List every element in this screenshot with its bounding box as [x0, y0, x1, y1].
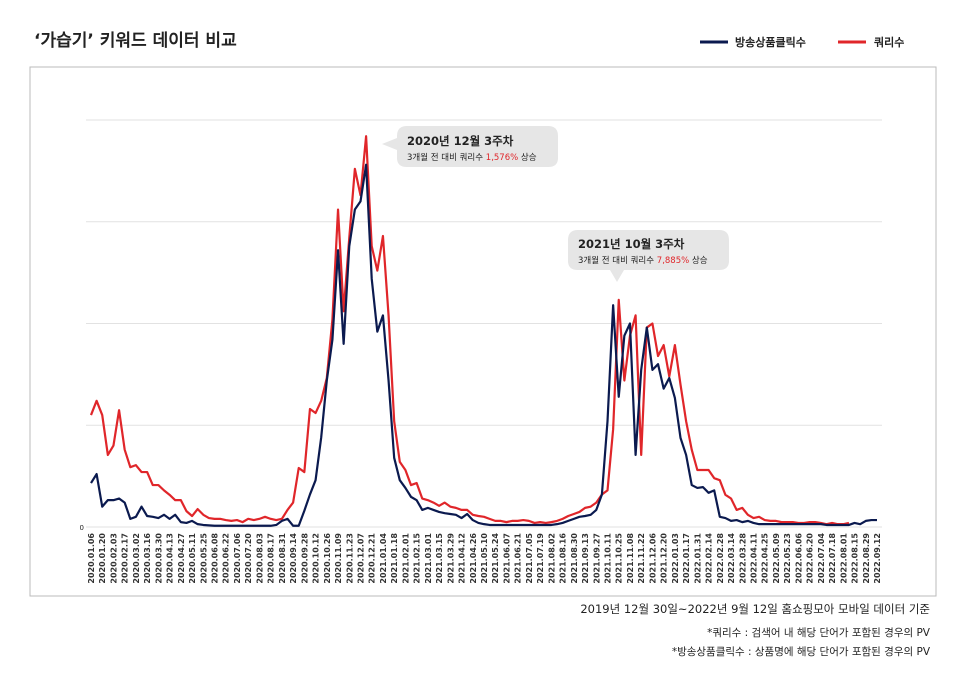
callout-title: 2020년 12월 3주차 [407, 134, 514, 148]
callout-highlight: 1,576% [486, 153, 518, 163]
x-tick-label: 2021.11.22 [637, 533, 646, 584]
x-tick-label: 2021.06.21 [514, 533, 523, 584]
x-tick-label: 2022.06.06 [794, 533, 803, 584]
x-tick-label: 2021.07.05 [525, 533, 534, 584]
x-tick-label: 2022.08.01 [839, 533, 848, 584]
x-tick-label: 2022.04.11 [749, 533, 758, 584]
x-tick-label: 2021.12.20 [660, 533, 669, 584]
x-tick-label: 2020.03.16 [143, 533, 152, 584]
x-tick-label: 2021.09.27 [592, 533, 601, 584]
x-tick-label: 2021.03.29 [446, 533, 455, 584]
x-tick-label: 2021.01.18 [390, 533, 399, 584]
x-tick-label: 2021.08.30 [570, 533, 579, 584]
callout-title: 2021년 10월 3주차 [578, 237, 685, 251]
x-tick-label: 2022.02.28 [716, 533, 725, 584]
x-tick-label: 2022.01.03 [671, 533, 680, 584]
x-tick-label: 2020.04.27 [177, 533, 186, 584]
callout-suffix: 상승 [692, 255, 708, 266]
x-tick-label: 2020.12.21 [368, 533, 377, 584]
x-tick-label: 2021.06.07 [502, 533, 511, 584]
chart-title: ‘가습기’ 키워드 데이터 비교 [34, 31, 237, 51]
x-tick-label: 2020.05.11 [188, 533, 197, 584]
x-tick-label: 2021.04.26 [469, 533, 478, 584]
x-tick-label: 2020.02.03 [109, 533, 118, 584]
callout-box [568, 230, 729, 282]
x-tick-label: 2022.01.31 [693, 533, 702, 584]
x-tick-label: 2022.06.20 [806, 533, 815, 584]
x-tick-label: 2020.10.12 [312, 533, 321, 584]
callout-body: 3개월 전 대비 쿼리수 [578, 255, 654, 266]
callout-suffix: 상승 [521, 152, 537, 163]
x-tick-label: 2022.03.14 [727, 533, 736, 584]
x-tick-label: 2022.08.15 [851, 533, 860, 584]
callout: 2021년 10월 3주차 3개월 전 대비 쿼리수 7,885% 상승 [568, 230, 729, 282]
x-tick-label: 2021.02.15 [413, 533, 422, 584]
x-tick-label: 2021.10.11 [604, 533, 613, 584]
callout-text: 3개월 전 대비 쿼리수 7,885% 상승 [578, 255, 708, 266]
x-tick-label: 2020.01.20 [98, 533, 107, 584]
x-tick-label: 2021.07.19 [536, 533, 545, 584]
x-tick-label: 2021.05.24 [491, 533, 500, 584]
x-tick-label: 2020.07.20 [244, 533, 253, 584]
x-tick-label: 2021.12.06 [648, 533, 657, 584]
x-tick-label: 2021.03.01 [424, 533, 433, 584]
callout-highlight: 7,885% [657, 256, 689, 266]
x-tick-label: 2020.09.28 [300, 533, 309, 584]
callout-text: 3개월 전 대비 쿼리수 1,576% 상승 [407, 152, 537, 163]
x-tick-label: 2021.03.15 [435, 533, 444, 584]
x-tick-label: 2020.02.17 [121, 533, 130, 584]
footnote: *쿼리수 : 검색어 내 해당 단어가 포함된 경우의 PV [707, 626, 931, 639]
x-tick-label: 2020.03.02 [132, 533, 141, 584]
series-line [89, 135, 850, 526]
y-tick-label: 0 [80, 524, 84, 532]
legend-label: 쿼리수 [874, 35, 904, 49]
x-tick-label: 2020.11.23 [345, 533, 354, 584]
x-tick-label: 2022.05.09 [772, 533, 781, 584]
x-tick-label: 2021.11.08 [626, 533, 635, 584]
x-tick-label: 2021.08.02 [547, 533, 556, 584]
x-tick-label: 2020.04.13 [166, 533, 175, 584]
x-tick-label: 2020.08.31 [278, 533, 287, 584]
x-tick-label: 2021.10.25 [615, 533, 624, 584]
x-tick-label: 2020.12.07 [356, 533, 365, 584]
callout-box [382, 126, 558, 167]
x-tick-label: 2020.11.09 [334, 533, 343, 584]
x-tick-label: 2022.01.17 [682, 533, 691, 584]
x-tick-label: 2020.01.06 [87, 533, 96, 584]
legend-label: 방송상품클릭수 [735, 35, 806, 49]
x-tick-label: 2022.09.12 [873, 533, 882, 584]
x-tick-label: 2022.07.18 [828, 533, 837, 584]
series-line [90, 163, 877, 527]
x-tick-label: 2021.02.01 [401, 533, 410, 584]
x-tick-label: 2022.04.25 [761, 533, 770, 584]
x-tick-label: 2020.06.08 [211, 533, 220, 584]
callout: 2020년 12월 3주차 3개월 전 대비 쿼리수 1,576% 상승 [382, 126, 558, 167]
x-tick-label: 2021.08.16 [559, 533, 568, 584]
x-tick-label: 2020.09.14 [289, 533, 298, 584]
x-tick-label: 2022.05.23 [783, 533, 792, 584]
x-tick-label: 2020.06.22 [222, 533, 231, 584]
x-tick-label: 2020.03.30 [154, 533, 163, 584]
x-tick-label: 2022.07.04 [817, 533, 826, 584]
x-tick-label: 2020.08.17 [267, 533, 276, 584]
footnote: 2019년 12월 30일~2022년 9월 12일 홈쇼핑모아 모바일 데이터… [580, 602, 930, 616]
x-tick-label: 2020.08.03 [255, 533, 264, 584]
x-tick-label: 2022.03.28 [738, 533, 747, 584]
x-tick-label: 2022.08.29 [862, 533, 871, 584]
footnote: *방송상품클릭수 : 상품명에 해당 단어가 포함된 경우의 PV [672, 645, 931, 658]
callout-body: 3개월 전 대비 쿼리수 [407, 152, 483, 163]
x-tick-label: 2021.01.04 [379, 533, 388, 584]
x-tick-label: 2020.05.25 [199, 533, 208, 584]
x-tick-label: 2022.02.14 [705, 533, 714, 584]
x-tick-label: 2021.04.12 [458, 533, 467, 584]
x-tick-label: 2020.07.06 [233, 533, 242, 584]
x-tick-label: 2021.05.10 [480, 533, 489, 584]
x-tick-label: 2021.09.13 [581, 533, 590, 584]
x-tick-label: 2020.10.26 [323, 533, 332, 584]
